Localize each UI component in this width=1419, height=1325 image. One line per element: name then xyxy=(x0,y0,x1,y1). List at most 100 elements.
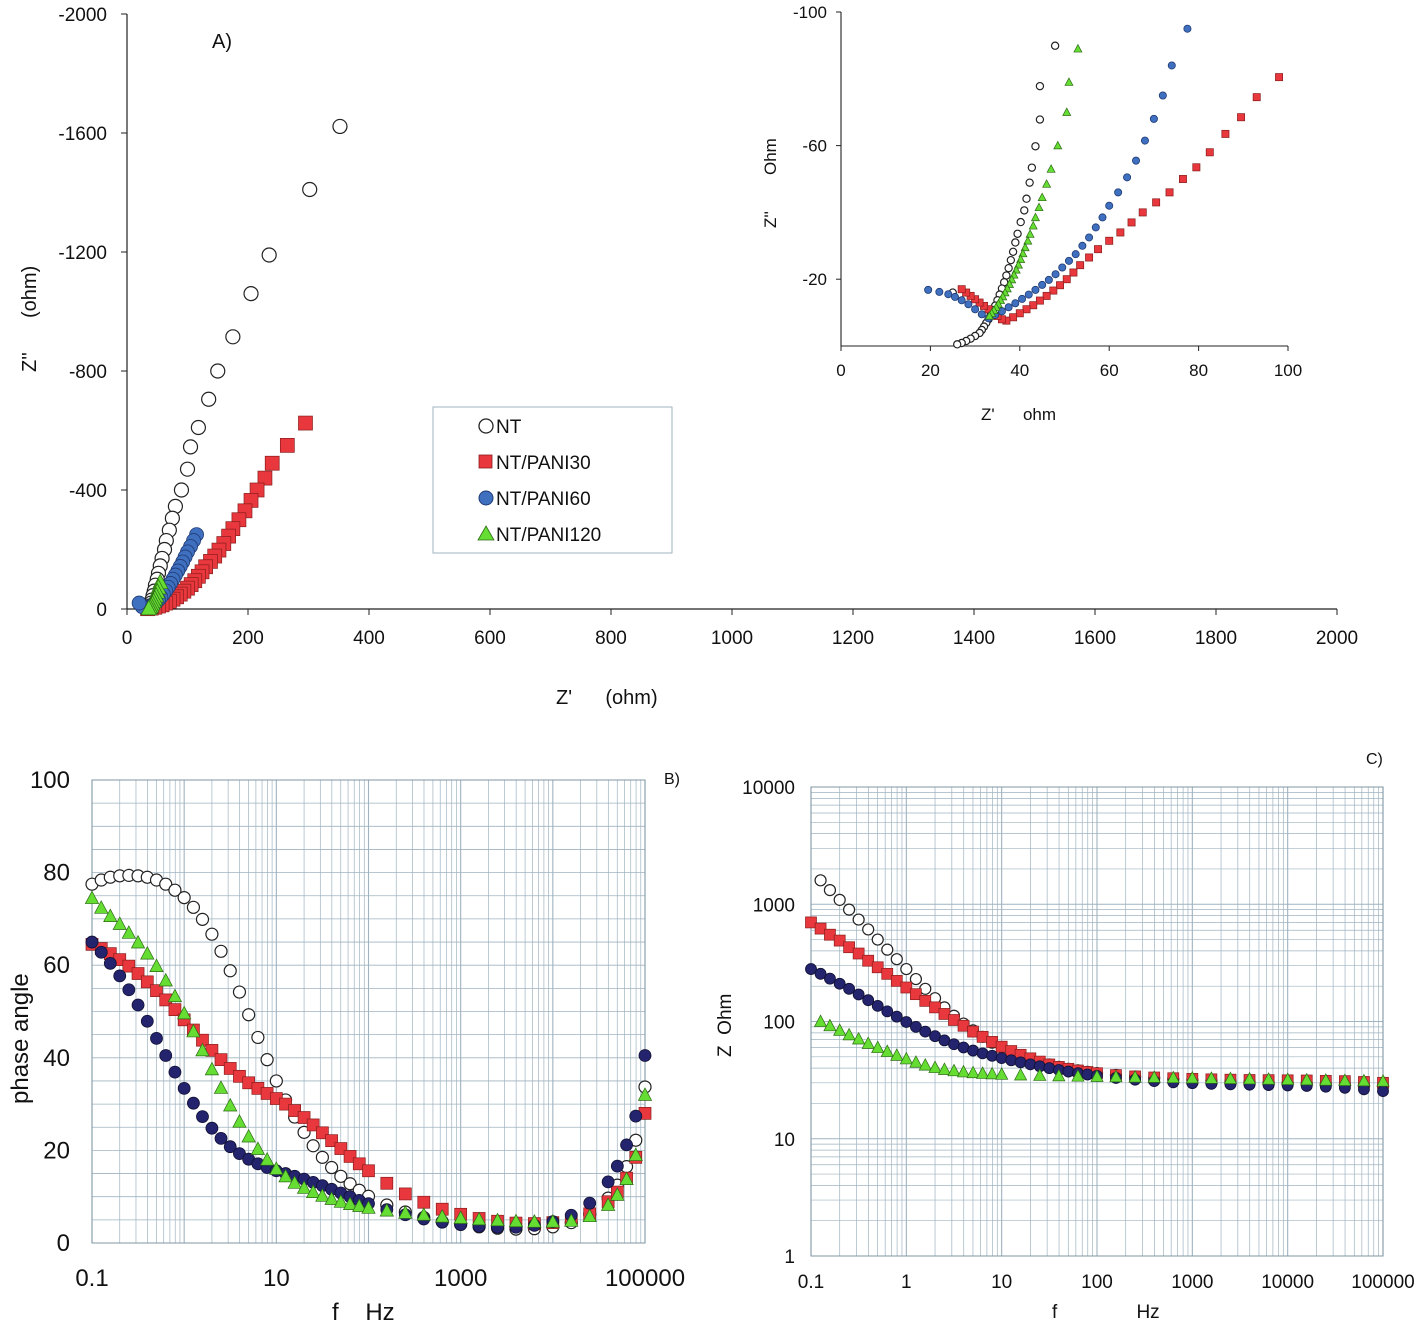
point-nt-pani60 xyxy=(1064,256,1073,265)
point-nt-pani120 xyxy=(278,1168,293,1183)
panel-c-x-axis-label: f Hz xyxy=(1052,1302,1160,1323)
point-nt-pani30 xyxy=(1009,313,1018,322)
inset-axes: 0 20 40 60 80 100 -20 -60 -100 xyxy=(793,3,1302,380)
panel-c-y-axis-label: Z Ohm xyxy=(715,994,736,1057)
point-nt-pani120 xyxy=(880,1044,894,1057)
point-nt-pani60 xyxy=(1149,114,1158,123)
x-tick-label: 1 xyxy=(901,1272,912,1293)
point-nt-pani30 xyxy=(862,954,875,967)
point-nt-pani120 xyxy=(619,1171,634,1185)
legend-entry-nt-pani120: NT/PANI120 xyxy=(477,525,601,546)
point-nt xyxy=(1013,229,1022,238)
point-nt xyxy=(325,1160,339,1175)
legend-entry-nt: NT xyxy=(478,417,522,438)
point-nt-pani30 xyxy=(398,1187,412,1201)
point-nt-pani120 xyxy=(223,1097,238,1112)
point-nt-pani120 xyxy=(1109,1069,1123,1083)
panel-a-label: A) xyxy=(212,31,232,53)
point-nt-pani120 xyxy=(1204,1071,1219,1084)
point-nt-pani30 xyxy=(824,928,836,941)
point-nt-pani120 xyxy=(352,1198,367,1212)
point-nt-pani120 xyxy=(833,1023,847,1036)
point-nt-pani120 xyxy=(984,311,994,320)
point-nt-pani120 xyxy=(1128,1069,1142,1083)
point-nt xyxy=(251,1030,265,1045)
point-nt xyxy=(814,874,827,887)
point-nt-pani120 xyxy=(918,1058,932,1071)
x-tick-label: 1200 xyxy=(832,628,874,649)
point-nt-pani60 xyxy=(1123,173,1132,182)
y-tick-label: -2000 xyxy=(58,5,107,26)
point-nt xyxy=(302,181,318,198)
inset-x-axis-label: Z' ohm xyxy=(981,405,1056,424)
inset-y-axis-unit: Ohm xyxy=(761,138,780,175)
point-nt-pani30 xyxy=(1056,281,1064,290)
point-nt xyxy=(823,884,837,897)
point-nt xyxy=(243,286,259,302)
point-nt-pani120 xyxy=(1030,212,1040,222)
point-nt-pani60 xyxy=(85,935,99,949)
point-nt-pani120 xyxy=(287,1175,302,1189)
point-nt-pani60 xyxy=(131,998,145,1012)
point-nt-pani30 xyxy=(814,922,827,935)
point-nt-pani30 xyxy=(257,470,273,486)
y-tick-label: 60 xyxy=(43,952,70,979)
point-nt-pani60 xyxy=(205,1121,219,1135)
point-nt-pani120 xyxy=(1242,1071,1257,1085)
point-nt-pani60 xyxy=(1024,290,1033,299)
point-nt xyxy=(871,933,884,946)
point-nt-pani120 xyxy=(204,1061,220,1076)
point-nt-pani30 xyxy=(1252,93,1261,102)
point-nt-pani30 xyxy=(1138,208,1147,217)
point-nt-pani120 xyxy=(1357,1073,1371,1087)
point-nt xyxy=(900,962,913,976)
point-nt-pani60 xyxy=(610,1159,624,1173)
point-nt-pani30 xyxy=(362,1164,375,1178)
panel-c-plot-frame xyxy=(810,786,1384,1257)
y-tick-label: 80 xyxy=(43,860,70,887)
point-nt-pani120 xyxy=(140,945,155,960)
point-nt-pani30 xyxy=(1022,305,1031,314)
point-nt-pani120 xyxy=(582,1208,597,1223)
point-nt xyxy=(1025,178,1034,187)
point-nt-pani60 xyxy=(1114,188,1123,197)
panel-a-x-axis-label: Z' (ohm) xyxy=(556,687,658,709)
point-nt-pani120 xyxy=(1053,140,1063,150)
point-nt-pani120 xyxy=(94,900,109,914)
point-nt-pani120 xyxy=(435,1208,450,1223)
point-nt-pani120 xyxy=(140,599,158,616)
point-nt-pani60 xyxy=(1044,275,1053,284)
point-nt-pani120 xyxy=(1300,1072,1314,1086)
legend-label-nt: NT xyxy=(496,417,522,438)
point-nt-pani120 xyxy=(398,1205,413,1219)
point-nt xyxy=(1022,194,1031,203)
point-nt-pani120 xyxy=(490,1212,505,1227)
point-nt-pani60 xyxy=(944,290,953,299)
legend-entry-nt-pani30: NT/PANI30 xyxy=(478,453,591,474)
point-nt-pani120 xyxy=(213,1080,229,1094)
point-nt-pani120 xyxy=(305,1184,321,1198)
point-nt-pani120 xyxy=(928,1060,942,1073)
point-nt-pani60 xyxy=(1011,299,1020,308)
inset-points xyxy=(924,24,1284,349)
point-nt-pani60 xyxy=(233,1147,246,1161)
point-nt-pani120 xyxy=(1034,202,1044,212)
point-nt-pani60 xyxy=(1183,24,1192,33)
x-tick-label: 100 xyxy=(1081,1272,1113,1293)
point-nt xyxy=(833,893,846,906)
point-nt-pani60 xyxy=(187,1096,200,1110)
point-nt-pani120 xyxy=(637,1087,653,1101)
point-nt-pani60 xyxy=(150,1031,163,1045)
point-nt-pani120 xyxy=(416,1207,431,1221)
point-nt-pani120 xyxy=(103,908,118,922)
x-tick-label: 1800 xyxy=(1195,628,1237,649)
point-nt xyxy=(168,883,182,897)
x-tick-label: 100000 xyxy=(605,1265,685,1292)
point-nt-pani120 xyxy=(628,1147,643,1161)
point-nt xyxy=(1004,263,1013,273)
x-tick-label: 2000 xyxy=(1316,628,1358,649)
point-nt xyxy=(186,900,201,914)
point-nt-pani60 xyxy=(1062,1065,1075,1078)
point-nt-pani120 xyxy=(149,958,164,972)
point-nt xyxy=(179,461,196,477)
